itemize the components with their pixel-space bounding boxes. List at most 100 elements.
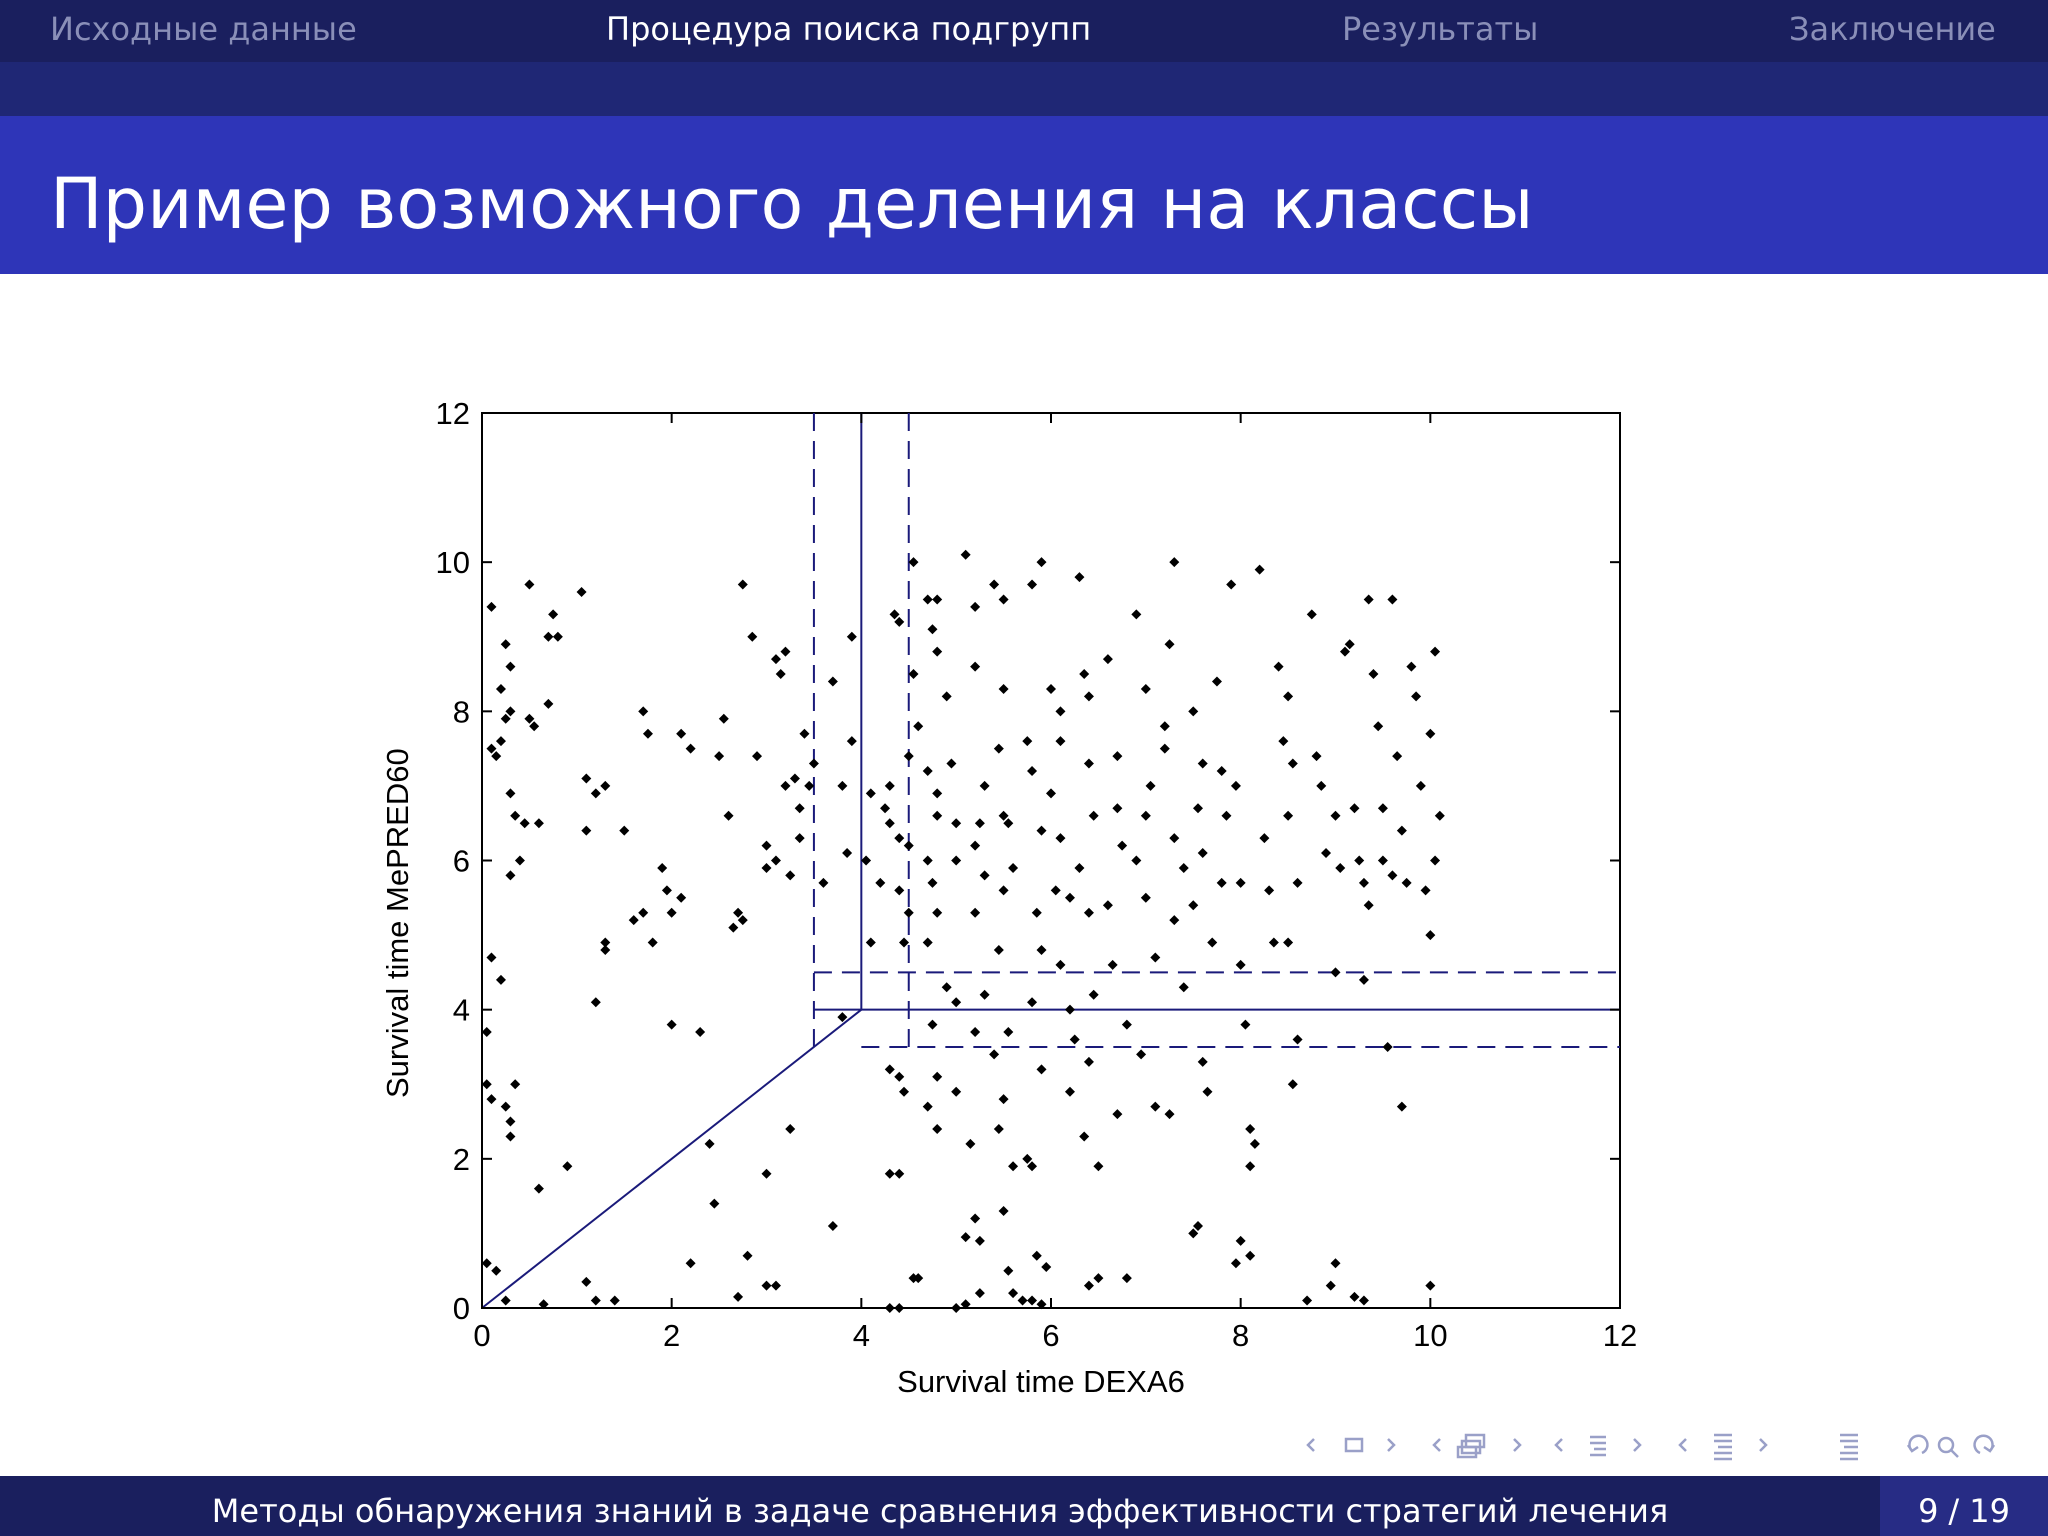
data-point [1022, 1153, 1033, 1164]
data-point [1406, 661, 1417, 672]
nav-next-subsection-icon[interactable] [1513, 1438, 1522, 1452]
data-point [1226, 579, 1237, 590]
data-point [1036, 825, 1047, 836]
data-point [770, 654, 781, 665]
data-point [761, 1168, 772, 1179]
nav-next-frame-icon[interactable] [1387, 1438, 1396, 1452]
data-point [1121, 1273, 1132, 1284]
page-separator: / [1948, 1492, 1960, 1530]
data-point [1330, 1258, 1341, 1269]
data-point [1202, 1086, 1213, 1097]
data-point [1330, 967, 1341, 978]
data-point [1036, 1299, 1047, 1310]
data-point [965, 1138, 976, 1149]
data-point [1235, 877, 1246, 888]
data-point [1420, 885, 1431, 896]
beamer-navigation-symbols [1300, 1425, 2040, 1465]
nav-next-section-icon[interactable] [1633, 1438, 1642, 1452]
nav-back-icon[interactable] [1906, 1434, 1929, 1455]
data-point [1131, 609, 1142, 620]
nav-section-icon[interactable] [1590, 1435, 1606, 1457]
nav-align-icon[interactable] [1840, 1433, 1858, 1461]
data-point [524, 713, 535, 724]
nav-forward-icon[interactable] [1973, 1434, 1996, 1455]
data-point [1245, 1124, 1256, 1134]
data-point [728, 922, 739, 933]
data-point [932, 907, 943, 918]
subsection-bar [0, 62, 2048, 116]
data-point [543, 698, 554, 709]
data-point [1027, 766, 1038, 776]
data-point [1188, 1228, 1199, 1239]
nav-item-results[interactable]: Результаты [1342, 10, 1539, 48]
data-point [1055, 833, 1066, 844]
data-point [932, 1124, 943, 1134]
data-point [524, 579, 535, 590]
data-point [1249, 1138, 1260, 1149]
data-point [1259, 833, 1270, 844]
y-tick-label: 10 [436, 545, 470, 580]
data-point [1363, 900, 1374, 911]
data-point [581, 773, 592, 784]
data-point [970, 907, 981, 918]
nav-prev-toc-icon[interactable] [1678, 1438, 1687, 1452]
nav-item-source-data[interactable]: Исходные данные [50, 10, 357, 48]
data-point [495, 974, 506, 985]
data-point [1083, 1280, 1094, 1291]
data-point [794, 833, 805, 844]
data-point [827, 1220, 838, 1231]
data-point [1188, 706, 1199, 717]
nav-frame-icon[interactable] [1344, 1437, 1364, 1453]
nav-prev-subsection-icon[interactable] [1432, 1438, 1441, 1452]
nav-item-conclusion[interactable]: Заключение [1789, 10, 1996, 48]
data-point [1083, 1056, 1094, 1067]
nav-prev-frame-icon[interactable] [1306, 1438, 1315, 1452]
data-point [1017, 1295, 1028, 1306]
data-point [1112, 1109, 1123, 1120]
data-point [1055, 706, 1066, 717]
data-point [922, 855, 933, 866]
nav-subsection-icon[interactable] [1456, 1433, 1486, 1459]
nav-toc-icon[interactable] [1714, 1433, 1732, 1461]
data-point [894, 616, 905, 627]
page-total: 19 [1969, 1492, 2010, 1530]
nav-prev-section-icon[interactable] [1554, 1438, 1563, 1452]
data-point [1003, 1265, 1014, 1276]
data-point [733, 1291, 744, 1302]
data-point [960, 549, 971, 560]
data-point [941, 982, 952, 993]
data-point [1197, 758, 1208, 769]
data-point [998, 1206, 1009, 1217]
data-point [922, 766, 933, 776]
data-point [960, 1232, 971, 1243]
data-point [590, 788, 601, 799]
y-tick-label: 2 [453, 1142, 470, 1177]
data-point [894, 1303, 905, 1313]
data-point [979, 780, 990, 791]
data-point [1055, 736, 1066, 747]
data-point [970, 1027, 981, 1038]
data-point [657, 862, 668, 873]
nav-item-subgroup-search[interactable]: Процедура поиска подгрупп [606, 10, 1092, 48]
data-point [1377, 855, 1388, 866]
data-point [1008, 1288, 1019, 1299]
data-point [733, 907, 744, 918]
data-point [993, 1124, 1004, 1134]
data-point [1188, 900, 1199, 911]
data-point [510, 1079, 521, 1090]
data-point [1245, 1250, 1256, 1261]
x-tick-label: 2 [663, 1318, 680, 1353]
data-point [752, 751, 763, 762]
data-point [913, 1273, 924, 1284]
data-point [1064, 892, 1075, 903]
x-tick-label: 12 [1603, 1318, 1637, 1353]
data-point [1287, 758, 1298, 769]
data-point [1430, 855, 1441, 866]
data-point [590, 997, 601, 1008]
data-point [486, 601, 497, 612]
nav-search-icon[interactable] [1937, 1436, 1959, 1458]
data-point [1003, 818, 1014, 829]
nav-next-toc-icon[interactable] [1759, 1438, 1768, 1452]
data-point [1112, 803, 1123, 814]
data-point [1102, 900, 1113, 911]
